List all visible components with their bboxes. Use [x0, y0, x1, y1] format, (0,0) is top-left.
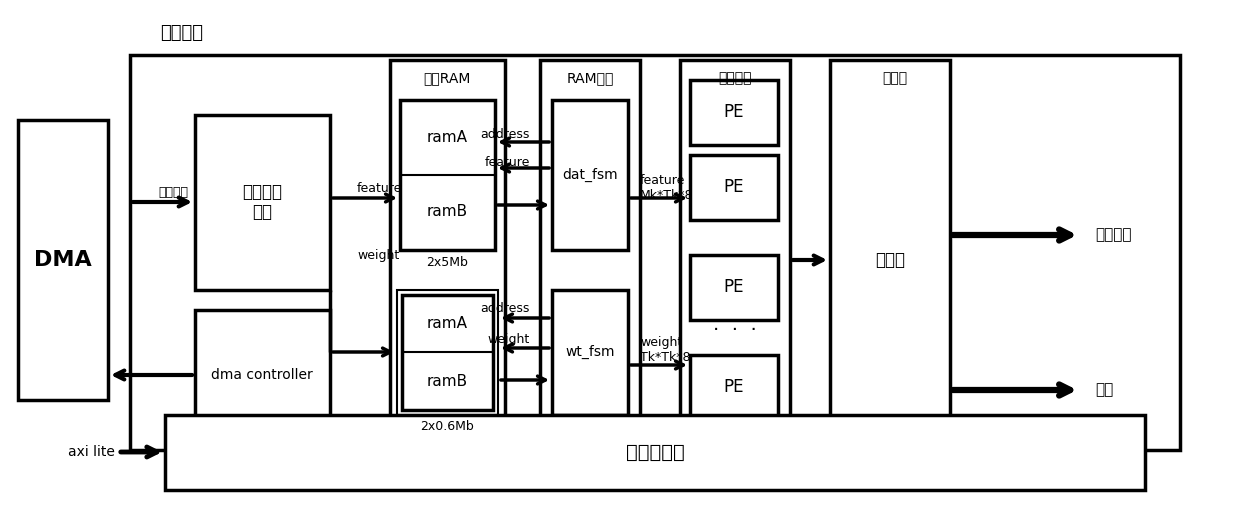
- Bar: [397, 290, 498, 415]
- Text: PE: PE: [724, 278, 744, 296]
- Text: 乒乓RAM: 乒乓RAM: [423, 71, 471, 85]
- Text: 数据输出: 数据输出: [1095, 227, 1131, 243]
- Bar: [680, 60, 790, 450]
- Text: 块累加: 块累加: [875, 251, 905, 269]
- Bar: [689, 255, 777, 320]
- Text: PE: PE: [724, 103, 744, 121]
- Text: feature
Mk*Tk*8: feature Mk*Tk*8: [640, 174, 693, 202]
- Bar: [195, 115, 330, 290]
- Text: 中断: 中断: [1095, 383, 1114, 398]
- Bar: [402, 295, 494, 410]
- Bar: [401, 100, 495, 250]
- Text: ramB: ramB: [427, 204, 467, 220]
- Text: PE: PE: [724, 178, 744, 196]
- Text: feature: feature: [485, 156, 529, 169]
- Bar: [689, 80, 777, 145]
- Text: weight: weight: [487, 333, 529, 346]
- Text: dat_fsm: dat_fsm: [562, 168, 618, 182]
- Bar: [19, 120, 108, 400]
- Text: 2x5Mb: 2x5Mb: [427, 256, 467, 268]
- Text: weight: weight: [357, 248, 399, 261]
- Bar: [195, 310, 330, 440]
- Text: dma controller: dma controller: [211, 368, 312, 382]
- Text: 寄存器模块: 寄存器模块: [626, 442, 684, 462]
- Text: address: address: [481, 128, 529, 141]
- Text: 数据分流
模块: 数据分流 模块: [242, 182, 281, 222]
- Text: ramA: ramA: [427, 315, 467, 331]
- Bar: [552, 100, 627, 250]
- Text: address: address: [481, 301, 529, 314]
- Text: ·  ·  ·: · · ·: [713, 321, 756, 340]
- Text: axi lite: axi lite: [68, 445, 115, 459]
- Bar: [539, 60, 640, 450]
- Text: RAM读取: RAM读取: [567, 71, 614, 85]
- Bar: [130, 55, 1180, 450]
- Text: 数据输入: 数据输入: [157, 185, 188, 199]
- Bar: [165, 415, 1145, 490]
- Text: 块累加: 块累加: [883, 71, 908, 85]
- Text: PE: PE: [724, 378, 744, 396]
- Bar: [391, 60, 505, 450]
- Text: ramA: ramA: [427, 129, 467, 145]
- Text: weight
Tk*Tk*8: weight Tk*Tk*8: [640, 336, 691, 364]
- Text: 条带阵列: 条带阵列: [718, 71, 751, 85]
- Text: 卷积模块: 卷积模块: [160, 24, 203, 42]
- Text: ramB: ramB: [427, 374, 467, 388]
- Text: wt_fsm: wt_fsm: [565, 345, 615, 359]
- Text: feature: feature: [357, 181, 402, 194]
- Bar: [552, 290, 627, 415]
- Text: 2x0.6Mb: 2x0.6Mb: [420, 420, 474, 433]
- Bar: [689, 155, 777, 220]
- Bar: [830, 60, 950, 450]
- Bar: [689, 355, 777, 420]
- Text: DMA: DMA: [35, 250, 92, 270]
